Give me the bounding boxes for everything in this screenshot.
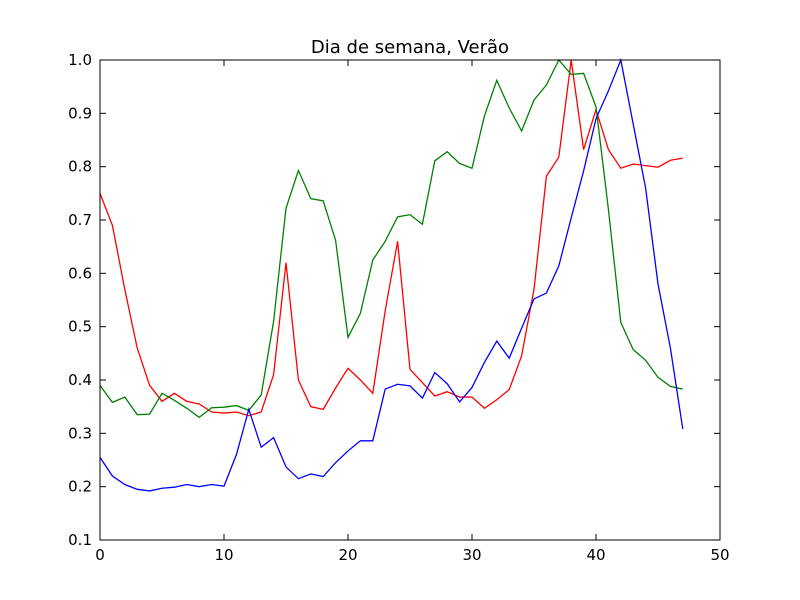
y-axis: 0.1 0.2 0.3 0.4 0.5 0.6 0.7 0.8 0.9 1.0 xyxy=(68,51,720,549)
x-tick-label: 0 xyxy=(95,546,105,564)
y-tick-label: 0.5 xyxy=(68,318,92,336)
x-tick-label: 10 xyxy=(214,546,233,564)
y-tick-label: 0.4 xyxy=(68,371,92,389)
series-line-0 xyxy=(99,59,683,417)
y-tick-label: 0.6 xyxy=(68,264,92,282)
plot-frame xyxy=(99,59,721,541)
y-tick-label: 0.3 xyxy=(68,424,92,442)
x-tick-label: 40 xyxy=(586,546,605,564)
x-tick-label: 30 xyxy=(462,546,481,564)
y-tick-label: 0.1 xyxy=(68,531,92,549)
x-tick-label: 50 xyxy=(710,546,729,564)
x-tick-label: 20 xyxy=(338,546,357,564)
y-tick-label: 0.9 xyxy=(68,104,92,122)
chart-title: Dia de semana, Verão xyxy=(311,37,509,58)
y-tick-label: 0.8 xyxy=(68,158,92,176)
y-tick-label: 0.7 xyxy=(68,211,92,229)
y-tick-label: 0.2 xyxy=(68,478,92,496)
series-line-2 xyxy=(99,57,684,492)
y-tick-label: 1.0 xyxy=(68,51,92,69)
series-line-1 xyxy=(99,58,683,419)
series-layer xyxy=(99,57,684,492)
x-axis: 0 10 20 30 40 50 xyxy=(95,60,730,564)
